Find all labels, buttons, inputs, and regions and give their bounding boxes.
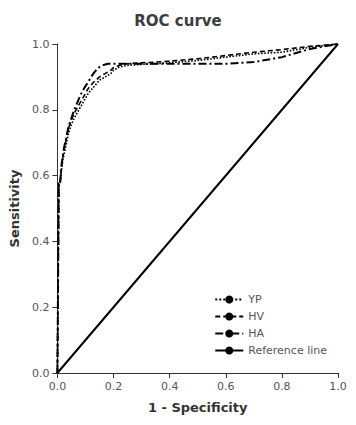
svg-text:Sensitivity: Sensitivity [7,169,22,247]
svg-text:0.4: 0.4 [161,380,179,393]
svg-text:0.2: 0.2 [105,380,123,393]
svg-text:0.6: 0.6 [217,380,235,393]
svg-text:0.8: 0.8 [273,380,291,393]
svg-text:0.2: 0.2 [32,301,50,314]
svg-text:YP: YP [247,293,262,306]
svg-text:0.6: 0.6 [32,169,50,182]
svg-text:Reference line: Reference line [248,344,327,357]
svg-text:ROC curve: ROC curve [134,12,221,30]
svg-text:HV: HV [248,310,264,323]
svg-text:0.8: 0.8 [32,103,50,116]
svg-text:0.4: 0.4 [32,235,50,248]
svg-text:1.0: 1.0 [329,380,347,393]
svg-text:HA: HA [248,327,264,340]
svg-text:1.0: 1.0 [32,38,50,51]
svg-text:0.0: 0.0 [49,380,67,393]
svg-text:1 - Specificity: 1 - Specificity [148,400,248,415]
svg-text:0.0: 0.0 [32,367,50,380]
